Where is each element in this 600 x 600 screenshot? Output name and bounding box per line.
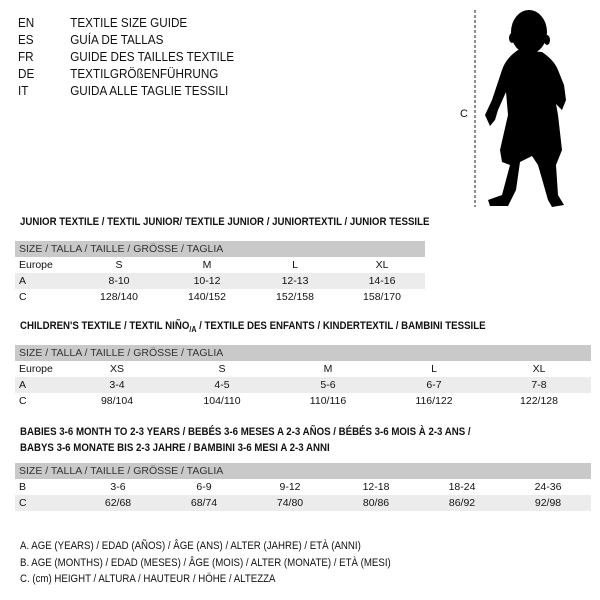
- row-label: Europe: [19, 259, 53, 271]
- lang-code: DE: [18, 66, 35, 81]
- children-size-table: SIZE / TALLA / TAILLE / GRÖSSE / TAGLIA …: [15, 345, 591, 409]
- cell: 80/86: [333, 495, 419, 511]
- cell: 98/104: [100, 395, 134, 407]
- cell: 6-7: [381, 377, 487, 393]
- cell: 3-6: [110, 481, 126, 493]
- lang-code: IT: [18, 83, 29, 98]
- table-row: Europe S M L XL: [15, 257, 425, 273]
- cell: L: [292, 259, 298, 271]
- cell: L: [431, 363, 437, 375]
- lang-title: GUÍA DE TALLAS: [70, 32, 164, 47]
- cell: S: [218, 363, 226, 375]
- table-row: C 98/104 104/110 110/116 116/122 122/128: [15, 393, 591, 409]
- cell: 110/116: [309, 395, 347, 407]
- cell: 14-16: [339, 273, 425, 289]
- table-row: B 3-6 6-9 9-12 12-18 18-24 24-36: [15, 479, 591, 495]
- cell: 24-36: [534, 481, 562, 493]
- cell: 128/140: [100, 291, 138, 303]
- cell: 3-4: [65, 377, 169, 393]
- lang-title: GUIDA ALLE TAGLIE TESSILI: [70, 83, 229, 98]
- table-row: C 62/68 68/74 74/80 80/86 86/92 92/98: [15, 495, 591, 511]
- cell: 74/80: [247, 495, 333, 511]
- table-row: A 3-4 4-5 5-6 6-7 7-8: [15, 377, 591, 393]
- size-header: SIZE / TALLA / TAILLE / GRÖSSE / TAGLIA: [15, 463, 591, 479]
- row-label: A: [15, 377, 65, 393]
- cell: 12-18: [362, 481, 390, 493]
- legend-item: B. AGE (MONTHS) / EDAD (MESES) / ÂGE (MO…: [20, 556, 391, 569]
- legend: A. AGE (YEARS) / EDAD (AÑOS) / ÂGE (ANS)…: [20, 538, 391, 588]
- lang-title: TEXTILGRÖßENFÜHRUNG: [70, 66, 219, 81]
- cell: 68/74: [161, 495, 247, 511]
- lang-row: FR GUIDE DES TAILLES TEXTILE: [18, 48, 234, 65]
- lang-code: ES: [18, 32, 34, 47]
- cell: 122/128: [520, 395, 558, 407]
- cell: 12-13: [251, 273, 339, 289]
- cell: 86/92: [419, 495, 505, 511]
- legend-item: C. (cm) HEIGHT / ALTURA / HAUTEUR / HÖHE…: [20, 573, 276, 585]
- cell: 18-24: [448, 481, 476, 493]
- lang-row: ES GUÍA DE TALLAS: [18, 31, 234, 48]
- cell: 140/152: [188, 291, 226, 303]
- lang-row: EN TEXTILE SIZE GUIDE: [18, 14, 234, 31]
- lang-row: DE TEXTILGRÖßENFÜHRUNG: [18, 65, 234, 82]
- table-row: C 128/140 140/152 152/158 158/170: [15, 289, 425, 305]
- children-section-title: CHILDREN'S TEXTILE / TEXTIL NIÑO/A / TEX…: [20, 318, 486, 338]
- cell: 158/170: [363, 291, 401, 303]
- cell: S: [115, 259, 123, 271]
- junior-size-table: SIZE / TALLA / TAILLE / GRÖSSE / TAGLIA …: [15, 241, 425, 305]
- cell: 9-12: [279, 481, 301, 493]
- language-titles: EN TEXTILE SIZE GUIDE ES GUÍA DE TALLAS FR…: [18, 14, 234, 99]
- lang-row: IT GUIDA ALLE TAGLIE TESSILI: [18, 82, 234, 99]
- row-label: C: [19, 291, 27, 303]
- title-part: CHILDREN'S TEXTILE / TEXTIL NIÑO: [20, 320, 190, 332]
- lang-code: EN: [18, 15, 35, 30]
- cell: 4-5: [169, 377, 275, 393]
- cell: 5-6: [275, 377, 381, 393]
- title-part: / TEXTILE DES ENFANTS / KINDERTEXTIL / B…: [196, 320, 486, 332]
- cell: M: [202, 259, 212, 271]
- size-header: SIZE / TALLA / TAILLE / GRÖSSE / TAGLIA: [15, 241, 425, 257]
- size-header: SIZE / TALLA / TAILLE / GRÖSSE / TAGLIA: [15, 345, 591, 361]
- lang-code: FR: [18, 49, 34, 64]
- cell: 7-8: [487, 377, 591, 393]
- babies-section-title-line2: BABYS 3-6 MONATE BIS 2-3 JAHRE / BAMBINI…: [20, 442, 330, 454]
- cell: 6-9: [196, 481, 212, 493]
- row-label: C: [19, 395, 27, 407]
- cell: 8-10: [75, 273, 163, 289]
- lang-title: TEXTILE SIZE GUIDE: [70, 15, 188, 30]
- cell: 92/98: [505, 495, 591, 511]
- row-label: A: [15, 273, 75, 289]
- lang-title: GUIDE DES TAILLES TEXTILE: [70, 49, 235, 64]
- title-subscript: /A: [189, 325, 197, 335]
- child-silhouette-icon: [474, 10, 566, 207]
- height-measure-label: C: [460, 108, 468, 120]
- cell: 10-12: [163, 273, 251, 289]
- row-label: Europe: [19, 363, 53, 375]
- row-label: C: [15, 495, 75, 511]
- row-label: B: [19, 481, 27, 493]
- junior-section-title: JUNIOR TEXTILE / TEXTIL JUNIOR/ TEXTILE …: [20, 216, 430, 228]
- babies-size-table: SIZE / TALLA / TAILLE / GRÖSSE / TAGLIA …: [15, 463, 591, 511]
- cell: 104/110: [203, 395, 241, 407]
- cell: 152/158: [276, 291, 314, 303]
- cell: XL: [532, 363, 546, 375]
- table-row: Europe XS S M L XL: [15, 361, 591, 377]
- table-row: A 8-10 10-12 12-13 14-16: [15, 273, 425, 289]
- cell: 62/68: [75, 495, 161, 511]
- legend-item: A. AGE (YEARS) / EDAD (AÑOS) / ÂGE (ANS)…: [20, 540, 361, 552]
- cell: XL: [375, 259, 389, 271]
- cell: XS: [109, 363, 124, 375]
- babies-section-title-line1: BABIES 3-6 MONTH TO 2-3 YEARS / BEBÉS 3-…: [20, 426, 471, 438]
- cell: 116/122: [415, 395, 453, 407]
- cell: M: [323, 363, 333, 375]
